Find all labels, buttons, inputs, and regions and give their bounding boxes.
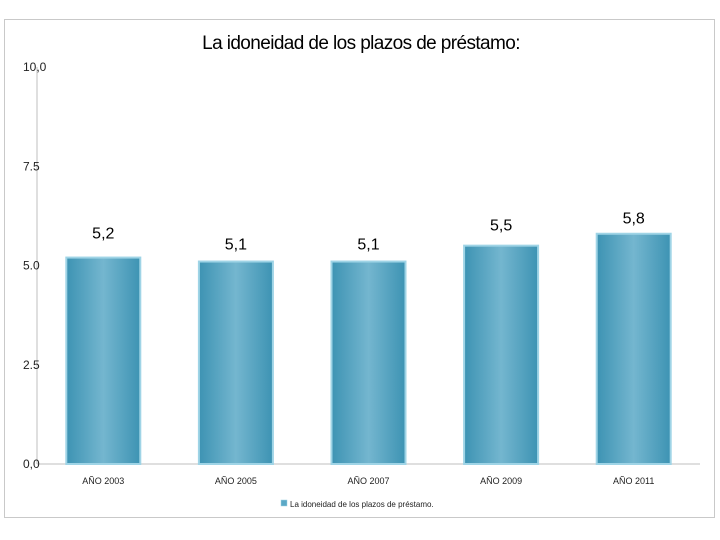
legend: La idoneidad de los plazos de préstamo. <box>280 499 434 509</box>
y-tick-label: 2.5 <box>23 358 40 372</box>
category-label: AÑO 2011 <box>613 476 654 486</box>
category-labels: AÑO 2003 AÑO 2005 AÑO 2007 AÑO 2009 AÑO 2011 <box>82 476 654 486</box>
bars-group <box>65 232 672 465</box>
value-label: 5,2 <box>92 226 114 243</box>
legend-swatch <box>280 499 288 507</box>
y-tick-label: 7.5 <box>23 159 40 173</box>
category-label: AÑO 2003 <box>82 476 124 486</box>
bar <box>595 232 672 465</box>
y-tick-label: 10,0 <box>23 60 47 74</box>
legend-label: La idoneidad de los plazos de préstamo. <box>290 500 434 509</box>
y-tick-label: 5.0 <box>23 259 40 273</box>
value-label: 5,1 <box>225 237 247 254</box>
value-label: 5,1 <box>357 237 379 254</box>
bar <box>197 260 274 465</box>
bar <box>463 244 540 465</box>
bar <box>65 256 142 465</box>
y-tick-label: 0,0 <box>23 457 40 471</box>
value-labels: 5,2 5,1 5,1 5,5 5,8 <box>92 211 645 254</box>
chart-title: La idoneidad de los plazos de préstamo: <box>202 33 520 54</box>
y-tick-labels: 0,0 2.5 5.0 7.5 10,0 <box>23 60 47 471</box>
category-label: AÑO 2007 <box>347 476 389 486</box>
bar <box>330 260 407 465</box>
category-label: AÑO 2009 <box>480 476 522 486</box>
category-label: AÑO 2005 <box>215 476 257 486</box>
value-label: 5,5 <box>490 218 512 235</box>
value-label: 5,8 <box>623 211 645 228</box>
